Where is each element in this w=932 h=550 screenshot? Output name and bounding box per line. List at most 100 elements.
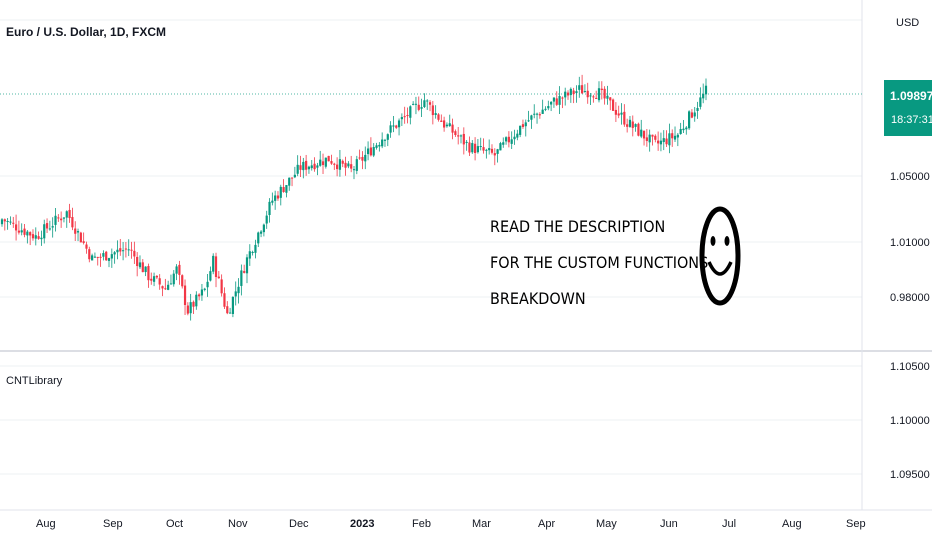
candle-body [423,100,426,108]
candle-body [550,101,553,105]
candle-body [51,226,54,228]
candle-body [544,108,547,110]
candle-body [183,285,187,306]
candle-body [116,249,119,253]
candle-body [693,112,696,117]
candle-body [634,124,637,127]
y-axis-main[interactable]: 1.05000 1.01000 0.98000 [890,171,930,304]
candle-body [437,114,440,120]
candle-body [76,231,80,233]
candle-body [561,97,564,99]
candle-body [428,102,432,105]
candle-body [473,143,477,154]
x-tick-label: Sep [103,518,123,530]
candle-body [65,211,68,218]
candle-body [212,255,215,272]
candle-body [290,177,294,179]
candle-body [282,187,285,193]
candle-body [530,115,533,120]
candle-body [119,248,122,252]
candle-body [158,278,161,285]
candle-body [558,96,561,105]
candle-body [99,256,102,258]
candle-body [296,164,299,174]
candle-body [189,302,192,314]
x-tick-label: 2023 [350,518,374,530]
candle-body [688,111,691,129]
candle-body [400,117,403,120]
candle-body [341,160,344,164]
candle-body [443,120,446,128]
candle-body [516,133,519,138]
candle-body [676,134,679,138]
candle-body [161,286,164,289]
candle-body [614,109,617,115]
candle-body [93,256,97,258]
candle-body [454,131,457,136]
candle-body [372,146,375,156]
candle-body [12,222,15,224]
last-price-text: 1.09897 [890,89,932,103]
candle-body [440,120,443,122]
candle-body [20,230,23,233]
candle-body [507,136,510,143]
candle-body [167,284,170,290]
candle-body [88,249,91,260]
candle-body [203,288,206,290]
candle-body [648,134,651,143]
candle-body [406,114,409,117]
candle-body [623,111,626,125]
candle-body [668,133,671,146]
candle-body [209,271,212,281]
candle-body [592,96,595,98]
candle-body [45,223,49,229]
indicator-y-tick: 1.10000 [890,415,930,427]
candle-body [37,236,40,239]
candle-body [434,113,437,115]
candle-body [496,149,499,154]
candle-body [333,163,336,165]
y-axis-indicator[interactable]: 1.10500 1.10000 1.09500 [890,361,930,481]
candle-body [378,144,381,147]
candle-body [409,106,412,118]
candle-body [361,156,364,161]
candle-body [299,165,302,170]
candle-body [195,294,198,307]
candle-body [237,286,240,294]
candle-body [107,258,111,261]
candle-body [468,142,471,153]
candle-body [600,88,603,91]
indicator-y-tick: 1.09500 [890,469,930,481]
candle-body [702,93,705,99]
candle-body [74,228,77,234]
indicator-title[interactable]: CNTLibrary [6,375,63,387]
candle-body [659,140,663,145]
candle-body [248,251,251,259]
x-tick-label: Sep [846,518,866,530]
candle-body [533,113,536,115]
candle-body [34,235,37,239]
candle-body [279,186,282,198]
candle-body [105,251,108,261]
candle-body [355,159,358,171]
candle-body [617,113,620,116]
candle-body [113,252,116,255]
x-tick-label: Feb [412,518,431,530]
candle-body [628,119,632,127]
candle-body [181,275,184,287]
candle-body [381,139,384,147]
candle-body [240,270,243,286]
candle-body [597,88,601,101]
candle-body [445,124,449,127]
candle-body [324,157,327,167]
candle-body [482,147,485,151]
x-axis[interactable]: Aug Sep Oct Nov Dec 2023 Feb Mar Apr May… [36,518,866,530]
candle-body [0,219,4,225]
candle-body [175,266,178,274]
candle-body [265,215,268,224]
candle-body [96,256,99,258]
candle-body [611,99,615,111]
y-tick-label: 0.98000 [890,292,930,304]
candle-body [124,248,128,250]
